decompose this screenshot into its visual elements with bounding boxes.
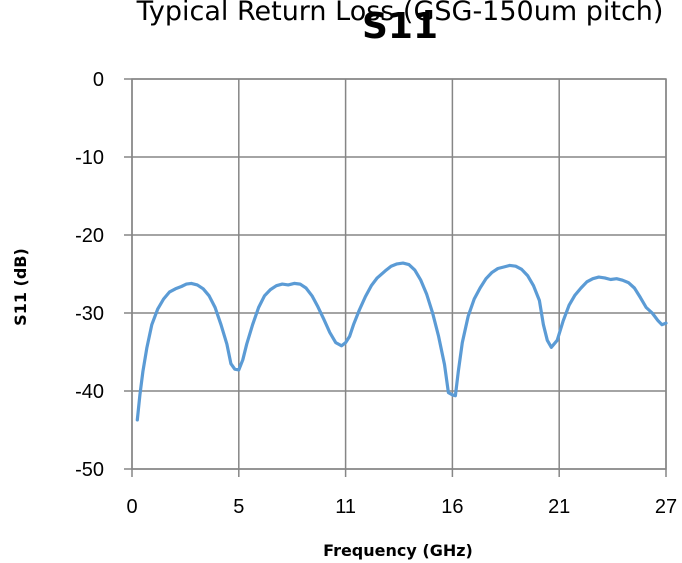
x-tick-label: 11 bbox=[335, 496, 356, 518]
x-tick-label: 5 bbox=[233, 496, 244, 518]
y-axis-title: S11 (dB) bbox=[11, 248, 30, 326]
series-layer bbox=[135, 261, 668, 422]
x-axis-title: Frequency (GHz) bbox=[323, 541, 473, 560]
y-tick-label: 0 bbox=[93, 69, 104, 91]
x-tick-label: 16 bbox=[441, 496, 463, 518]
x-tick-label: 27 bbox=[655, 496, 677, 518]
plot-area-border bbox=[131, 78, 667, 470]
x-tick-label: 0 bbox=[126, 496, 137, 518]
chart-title: S11 bbox=[362, 6, 438, 47]
grid-lines bbox=[131, 78, 667, 470]
chart-subtitle: Typical Return Loss (GSG-150um pitch) bbox=[136, 0, 664, 27]
y-tick-label: -40 bbox=[75, 381, 104, 403]
y-tick-label: -30 bbox=[75, 303, 104, 325]
y-tick-label: -10 bbox=[75, 147, 104, 169]
y-tick-label: -50 bbox=[75, 459, 104, 481]
y-tick-label: -20 bbox=[75, 225, 104, 247]
x-tick-label: 21 bbox=[548, 496, 570, 518]
s11-series-line bbox=[135, 261, 668, 422]
axis-ticks: 0 -10 -20 -30 -40 -50 0 5 11 16 21 27 bbox=[75, 69, 677, 518]
